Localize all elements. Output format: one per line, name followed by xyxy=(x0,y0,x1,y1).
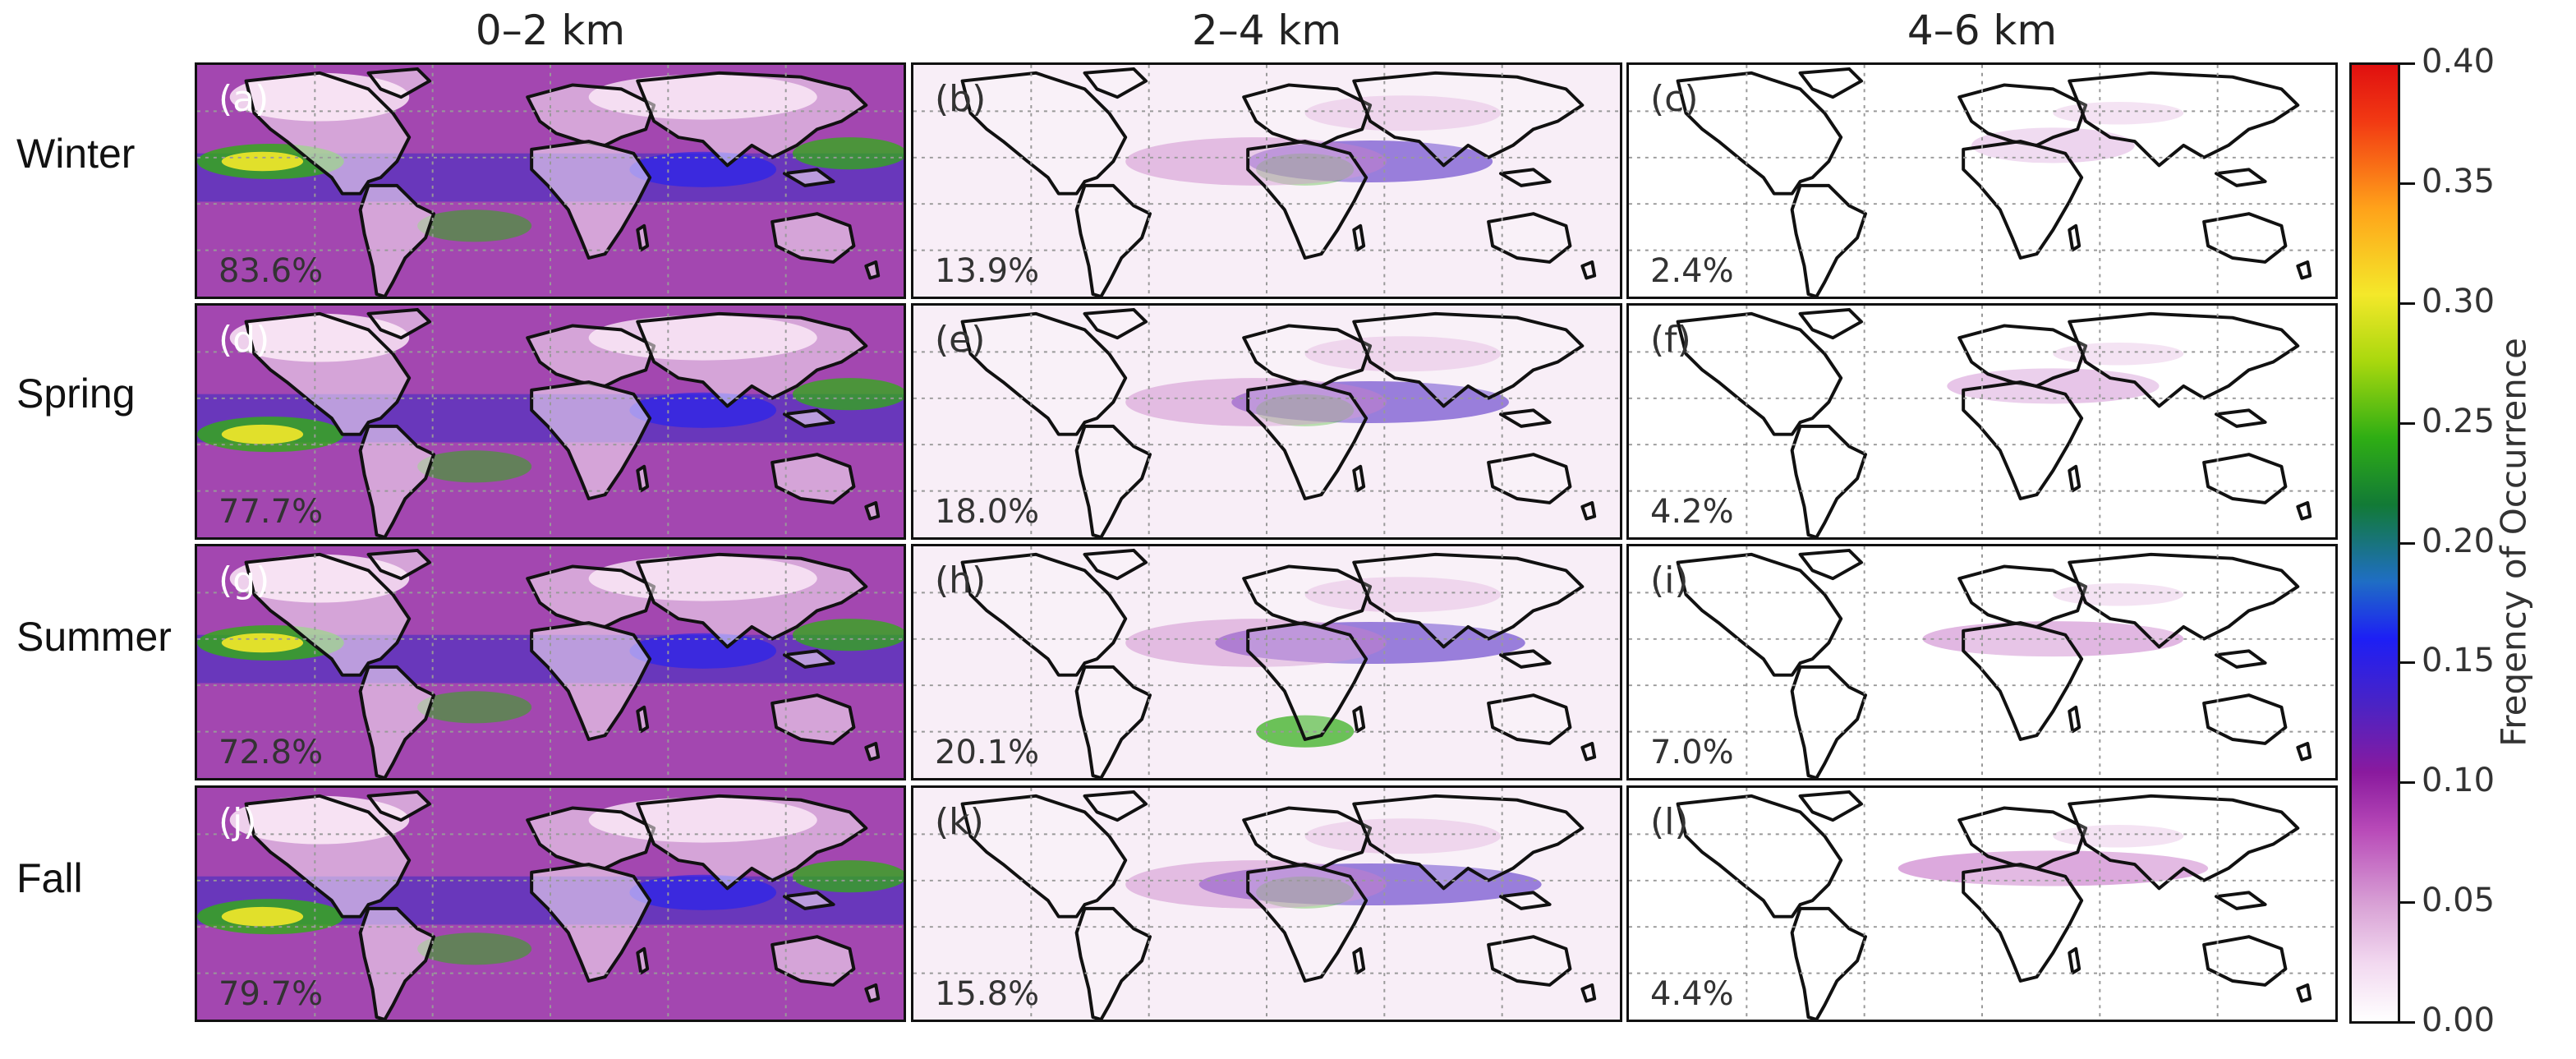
map-heatmap xyxy=(197,788,904,1020)
map-heatmap xyxy=(1629,65,2335,297)
row-label-fall: Fall xyxy=(16,855,83,901)
colorbar-tick xyxy=(2400,62,2415,65)
map-panel-g: (g) 72.8% xyxy=(195,544,906,780)
panel-percentage: 15.8% xyxy=(935,975,1040,1013)
panel-label: (i) xyxy=(1650,559,1689,601)
colorbar-tick xyxy=(2400,541,2415,545)
panel-percentage: 77.7% xyxy=(218,493,324,531)
colorbar-tick-label: 0.00 xyxy=(2422,1001,2496,1039)
map-heatmap xyxy=(197,65,904,297)
map-heatmap xyxy=(1629,306,2335,537)
panel-percentage: 20.1% xyxy=(935,734,1040,771)
panel-percentage: 7.0% xyxy=(1650,734,1734,771)
map-panel-d: (d) 77.7% xyxy=(195,303,906,540)
panel-label: (e) xyxy=(935,319,986,361)
map-panel-b: (b) 13.9% xyxy=(911,62,1622,299)
panel-label: (f) xyxy=(1650,319,1691,361)
map-heatmap xyxy=(1629,788,2335,1020)
panel-label: (b) xyxy=(935,78,987,120)
row-label-spring: Spring xyxy=(16,371,136,417)
panel-label: (h) xyxy=(935,559,987,601)
colorbar-tick-label: 0.20 xyxy=(2422,522,2496,560)
colorbar-tick-label: 0.25 xyxy=(2422,402,2496,440)
column-title-2: 2–4 km xyxy=(1191,7,1342,54)
colorbar-tick-label: 0.35 xyxy=(2422,162,2496,200)
map-heatmap xyxy=(197,546,904,778)
panel-percentage: 4.2% xyxy=(1650,493,1734,531)
map-panel-i: (i) 7.0% xyxy=(1626,544,2338,780)
panel-label: (a) xyxy=(218,78,269,120)
map-panel-k: (k) 15.8% xyxy=(911,785,1622,1022)
colorbar-tick xyxy=(2400,781,2415,785)
map-heatmap xyxy=(913,306,1620,537)
column-title-3: 4–6 km xyxy=(1907,7,2058,54)
colorbar-tick xyxy=(2400,1021,2415,1024)
panel-percentage: 2.4% xyxy=(1650,252,1734,290)
row-label-summer: Summer xyxy=(16,614,172,660)
panel-percentage: 4.4% xyxy=(1650,975,1734,1013)
panel-label: (j) xyxy=(218,801,257,843)
panel-label: (g) xyxy=(218,559,270,601)
panel-label: (k) xyxy=(935,801,984,843)
map-panel-c: (c) 2.4% xyxy=(1626,62,2338,299)
panel-percentage: 13.9% xyxy=(935,252,1040,290)
map-panel-a: (a) 83.6% xyxy=(195,62,906,299)
colorbar-tick-label: 0.15 xyxy=(2422,642,2496,680)
colorbar-tick xyxy=(2400,302,2415,305)
colorbar-tick-label: 0.40 xyxy=(2422,43,2496,81)
panel-label: (l) xyxy=(1650,801,1689,843)
map-heatmap xyxy=(197,306,904,537)
panel-label: (c) xyxy=(1650,78,1699,120)
panel-percentage: 72.8% xyxy=(218,734,324,771)
map-panel-h: (h) 20.1% xyxy=(911,544,1622,780)
colorbar-tick-label: 0.10 xyxy=(2422,762,2496,800)
map-panel-j: (j) 79.7% xyxy=(195,785,906,1022)
colorbar xyxy=(2349,62,2400,1024)
panel-percentage: 83.6% xyxy=(218,252,324,290)
colorbar-tick-label: 0.05 xyxy=(2422,882,2496,920)
colorbar-tick xyxy=(2400,421,2415,425)
map-heatmap xyxy=(913,546,1620,778)
map-heatmap xyxy=(913,788,1620,1020)
colorbar-tick-label: 0.30 xyxy=(2422,282,2496,320)
colorbar-tick xyxy=(2400,661,2415,665)
panel-percentage: 79.7% xyxy=(218,975,324,1013)
panel-label: (d) xyxy=(218,319,270,361)
panel-percentage: 18.0% xyxy=(935,493,1040,531)
map-panel-e: (e) 18.0% xyxy=(911,303,1622,540)
row-label-winter: Winter xyxy=(16,131,136,177)
map-heatmap xyxy=(913,65,1620,297)
colorbar-title: Freqency of Occurrence xyxy=(2493,338,2534,747)
colorbar-tick xyxy=(2400,182,2415,185)
map-panel-l: (l) 4.4% xyxy=(1626,785,2338,1022)
colorbar-tick xyxy=(2400,901,2415,905)
map-panel-f: (f) 4.2% xyxy=(1626,303,2338,540)
map-heatmap xyxy=(1629,546,2335,778)
column-title-1: 0–2 km xyxy=(475,7,626,54)
